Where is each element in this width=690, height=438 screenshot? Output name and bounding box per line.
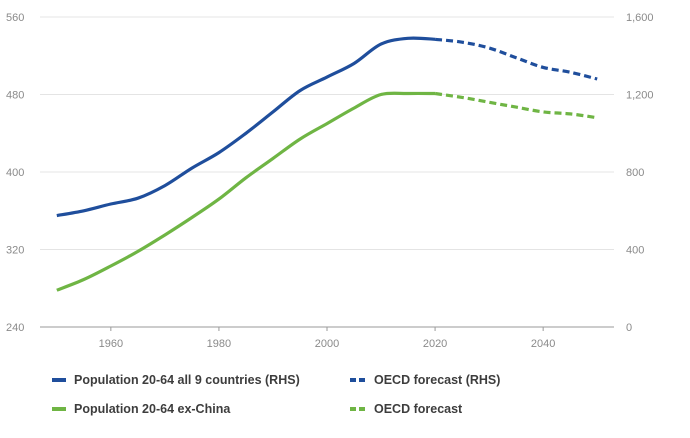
legend-label-population-ex-china: Population 20-64 ex-China bbox=[74, 402, 231, 416]
axes: 240 320 400 480 560 0 400 800 1,200 1,600 1960 1980… bbox=[6, 12, 654, 350]
legend: Population 20-64 all 9 countries (RHS) O… bbox=[52, 370, 652, 419]
gridlines bbox=[40, 16, 614, 328]
y-right-tick-label: 800 bbox=[626, 167, 644, 179]
y-right-tick-label: 1,600 bbox=[626, 12, 654, 24]
legend-item-population-all-9: Population 20-64 all 9 countries (RHS) bbox=[52, 370, 350, 390]
x-tick-label: 1960 bbox=[99, 338, 123, 350]
legend-label-oecd-forecast-rhs: OECD forecast (RHS) bbox=[374, 373, 501, 387]
series-line-oecd-forecast bbox=[434, 91, 598, 120]
legend-swatch-population-all-9 bbox=[52, 378, 66, 382]
legend-label-population-all-9: Population 20-64 all 9 countries (RHS) bbox=[74, 373, 300, 387]
series-lines bbox=[56, 36, 598, 292]
legend-item-population-ex-china: Population 20-64 ex-China bbox=[52, 399, 350, 419]
y-right-tick-label: 400 bbox=[626, 245, 644, 257]
series-line-population-all-9 bbox=[56, 36, 436, 218]
x-tick-label: 2000 bbox=[315, 338, 339, 350]
y-right-tick-label: 0 bbox=[626, 322, 632, 334]
y-left-tick-label: 320 bbox=[6, 245, 24, 257]
legend-swatch-oecd-forecast-rhs bbox=[350, 378, 366, 382]
y-left-tick-label: 560 bbox=[6, 12, 24, 24]
series-line-population-ex-china bbox=[56, 91, 436, 292]
x-tick-label: 2040 bbox=[531, 338, 555, 350]
y-left-tick-label: 240 bbox=[6, 322, 24, 334]
legend-swatch-population-ex-china bbox=[52, 407, 66, 411]
legend-swatch-oecd-forecast bbox=[350, 407, 366, 411]
y-right-tick-label: 1,200 bbox=[626, 90, 654, 102]
legend-label-oecd-forecast: OECD forecast bbox=[374, 402, 463, 416]
x-tick-label: 1980 bbox=[207, 338, 231, 350]
y-left-tick-label: 400 bbox=[6, 167, 24, 179]
x-tick-label: 2020 bbox=[423, 338, 447, 350]
y-left-tick-label: 480 bbox=[6, 90, 24, 102]
legend-item-oecd-forecast: OECD forecast bbox=[350, 399, 640, 419]
series-line-oecd-forecast-rhs bbox=[434, 37, 598, 81]
legend-item-oecd-forecast-rhs: OECD forecast (RHS) bbox=[350, 370, 640, 390]
